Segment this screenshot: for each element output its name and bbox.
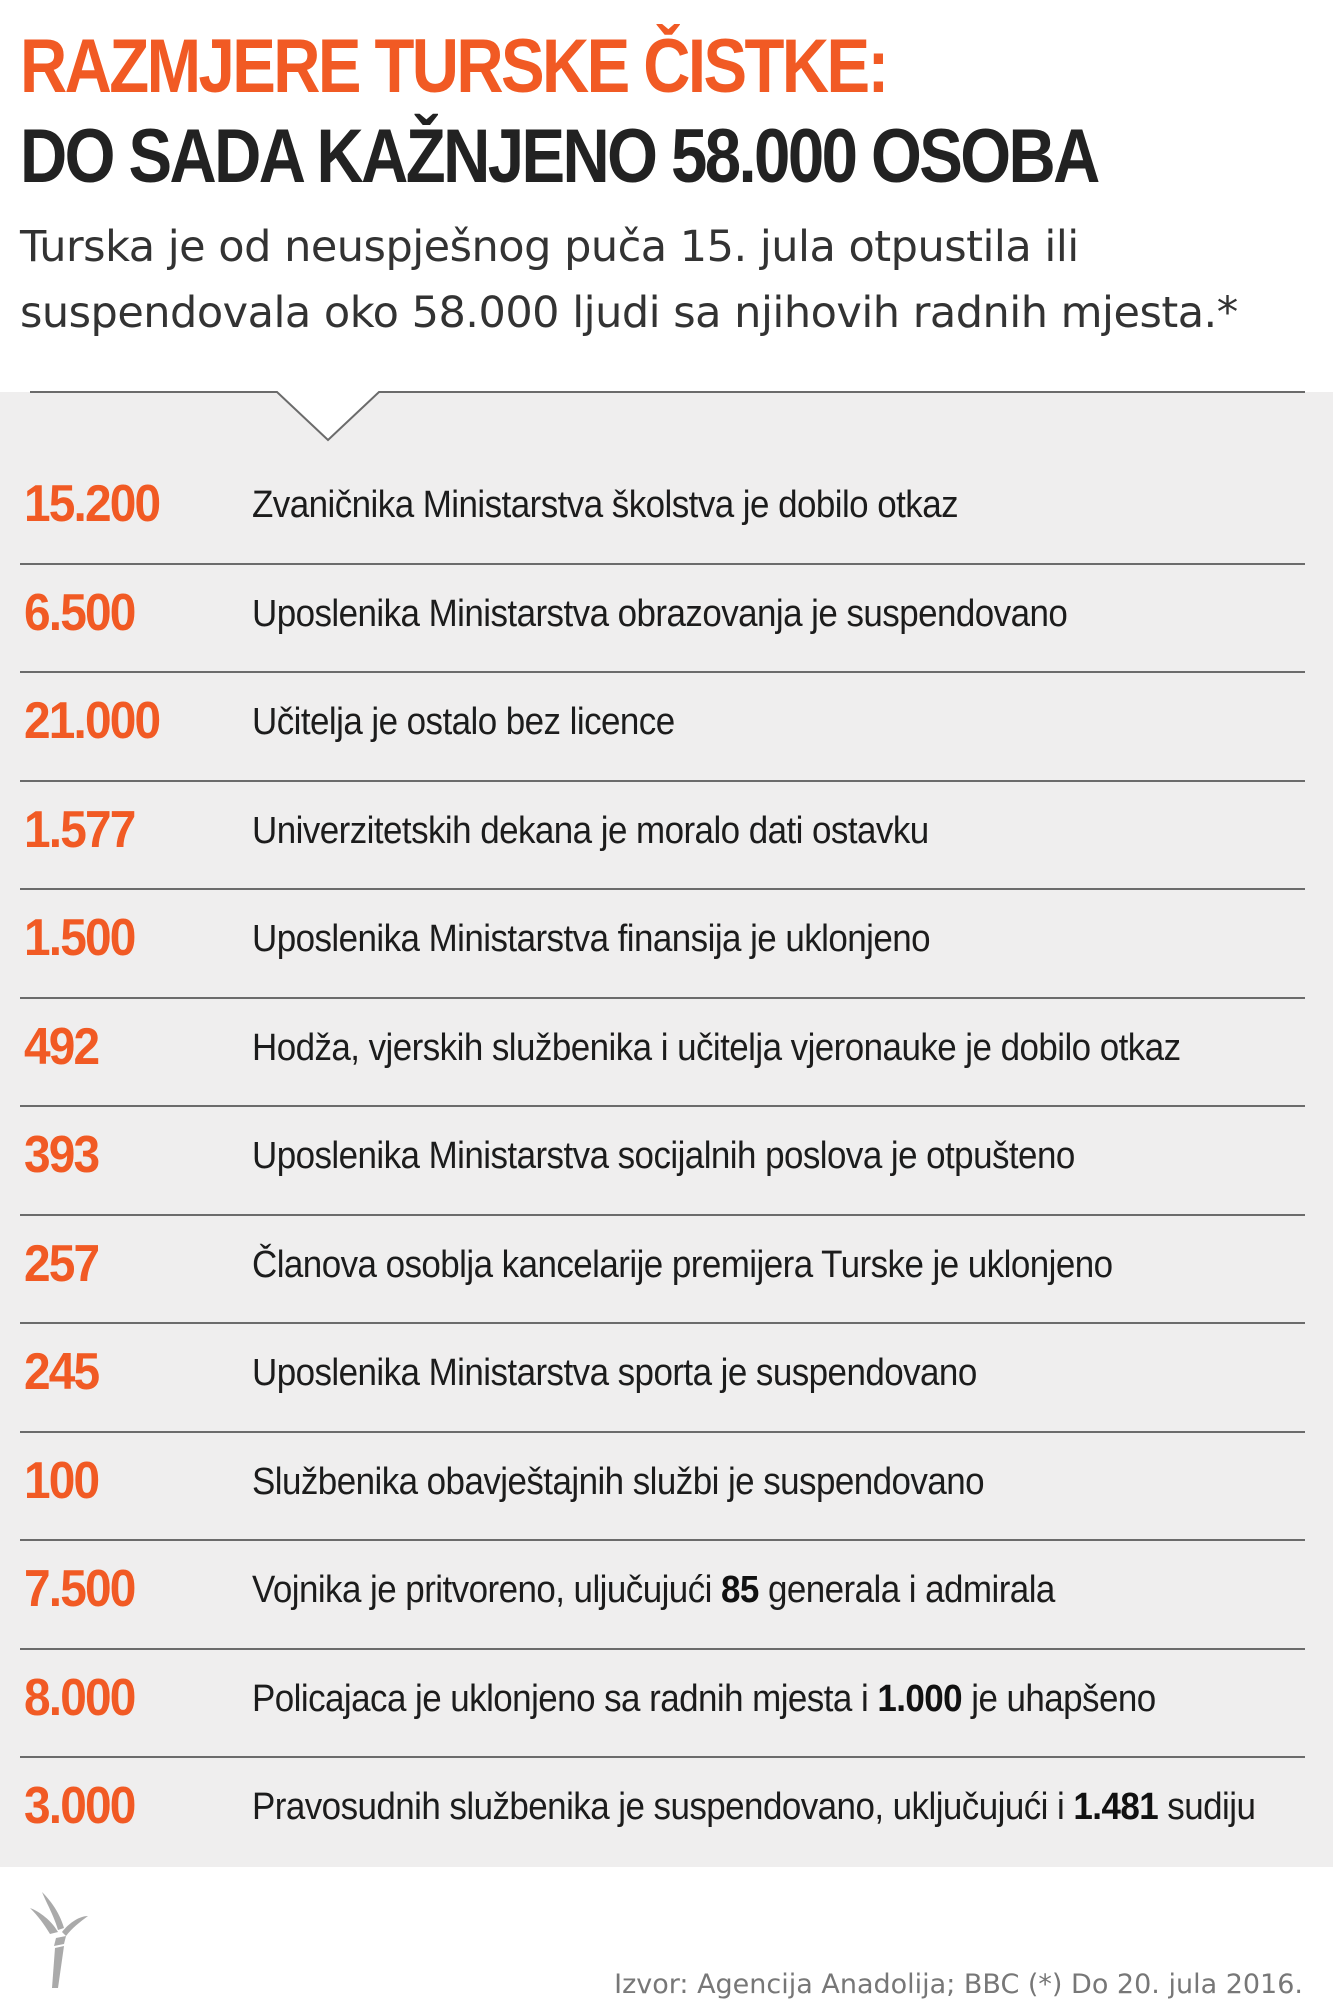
subtitle-line-2: suspendovala oko 58.000 ljudi sa njihovi… [20, 288, 1238, 338]
stat-number: 257 [24, 1234, 100, 1293]
torch-logo-icon [30, 1892, 88, 1988]
stat-description: Vojnika je pritvoreno, uljučujući 85 gen… [252, 1563, 1055, 1617]
description-highlight: 1.481 [1073, 1786, 1159, 1828]
stat-number: 8.000 [24, 1668, 136, 1727]
list-item: 7.500 Vojnika je pritvoreno, uljučujući … [20, 1541, 1305, 1650]
stat-description: Zvaničnika Ministarstva školstva je dobi… [252, 484, 959, 526]
description-text: generala i admirala [758, 1569, 1055, 1611]
list-item: 6.500 Uposlenika Ministarstva obrazovanj… [20, 565, 1305, 673]
subtitle-line-1: Turska je od neuspješnog puča 15. jula o… [20, 222, 1079, 272]
stat-description: Univerzitetskih dekana je moralo dati os… [252, 809, 929, 852]
stat-description: Članova osoblja kancelarije premijera Tu… [252, 1243, 1113, 1286]
stat-description: Učitelja je ostalo bez licence [252, 701, 675, 743]
stat-number: 15.200 [24, 475, 161, 533]
headline: RAZMJERE TURSKE ČISTKE: DO SADA KAŽNJENO… [20, 22, 1138, 202]
description-text: Vojnika je pritvoreno, uljučujući [252, 1569, 722, 1611]
stat-number: 393 [24, 1126, 100, 1184]
stat-description: Pravosudnih službenika je suspendovano, … [252, 1780, 1256, 1834]
list-item: 1.577 Univerzitetskih dekana je moralo d… [20, 782, 1305, 890]
description-text: Pravosudnih službenika je suspendovano, … [252, 1786, 1074, 1828]
stat-number: 6.500 [24, 583, 136, 642]
stat-description: Uposlenika Ministarstva socijalnih poslo… [252, 1135, 1075, 1177]
stat-number: 7.500 [24, 1560, 136, 1618]
description-text: sudiju [1158, 1786, 1256, 1828]
list-item: 257 Članova osoblja kancelarije premijer… [20, 1216, 1305, 1324]
stat-description: Uposlenika Ministarstva obrazovanja je s… [252, 592, 1068, 635]
source-note: Izvor: Agencija Anadolija; BBC (*) Do 20… [614, 1969, 1303, 2000]
list-item: 8.000 Policajaca je uklonjeno sa radnih … [20, 1650, 1305, 1758]
pointer-divider [30, 382, 1305, 442]
stats-panel [0, 392, 1333, 1867]
stat-description: Službenika obavještajnih službi je suspe… [252, 1460, 985, 1503]
description-highlight: 85 [721, 1569, 759, 1611]
headline-line-1: RAZMJERE TURSKE ČISTKE: [20, 24, 889, 109]
list-item: 393 Uposlenika Ministarstva socijalnih p… [20, 1107, 1305, 1216]
stat-description: Hodža, vjerskih službenika i učitelja vj… [252, 1026, 1181, 1069]
list-item: 245 Uposlenika Ministarstva sporta je su… [20, 1324, 1305, 1433]
stats-list: 15.200 Zvaničnika Ministarstva školstva … [20, 456, 1305, 1867]
stat-number: 245 [24, 1343, 100, 1401]
stat-description: Uposlenika Ministarstva sporta je suspen… [252, 1352, 977, 1394]
list-item: 15.200 Zvaničnika Ministarstva školstva … [20, 456, 1305, 565]
description-text: je uhapšeno [962, 1677, 1156, 1720]
stat-description: Policajaca je uklonjeno sa radnih mjesta… [252, 1672, 1156, 1726]
stat-number: 492 [24, 1017, 100, 1076]
list-item: 3.000 Pravosudnih službenika je suspendo… [20, 1758, 1305, 1867]
stat-number: 21.000 [24, 692, 161, 750]
stat-description: Uposlenika Ministarstva finansija je ukl… [252, 918, 931, 960]
description-text: Policajaca je uklonjeno sa radnih mjesta… [252, 1677, 878, 1720]
stat-number: 100 [24, 1451, 100, 1510]
list-item: 100 Službenika obavještajnih službi je s… [20, 1433, 1305, 1541]
list-item: 492 Hodža, vjerskih službenika i učitelj… [20, 999, 1305, 1107]
stat-number: 3.000 [24, 1777, 136, 1835]
headline-line-2: DO SADA KAŽNJENO 58.000 OSOBA [20, 114, 1100, 199]
description-highlight: 1.000 [877, 1677, 963, 1720]
list-item: 21.000 Učitelja je ostalo bez licence [20, 673, 1305, 782]
list-item: 1.500 Uposlenika Ministarstva finansija … [20, 890, 1305, 999]
stat-number: 1.500 [24, 909, 136, 967]
stat-number: 1.577 [24, 800, 136, 859]
subtitle: Turska je od neuspješnog puča 15. jula o… [20, 214, 1310, 346]
